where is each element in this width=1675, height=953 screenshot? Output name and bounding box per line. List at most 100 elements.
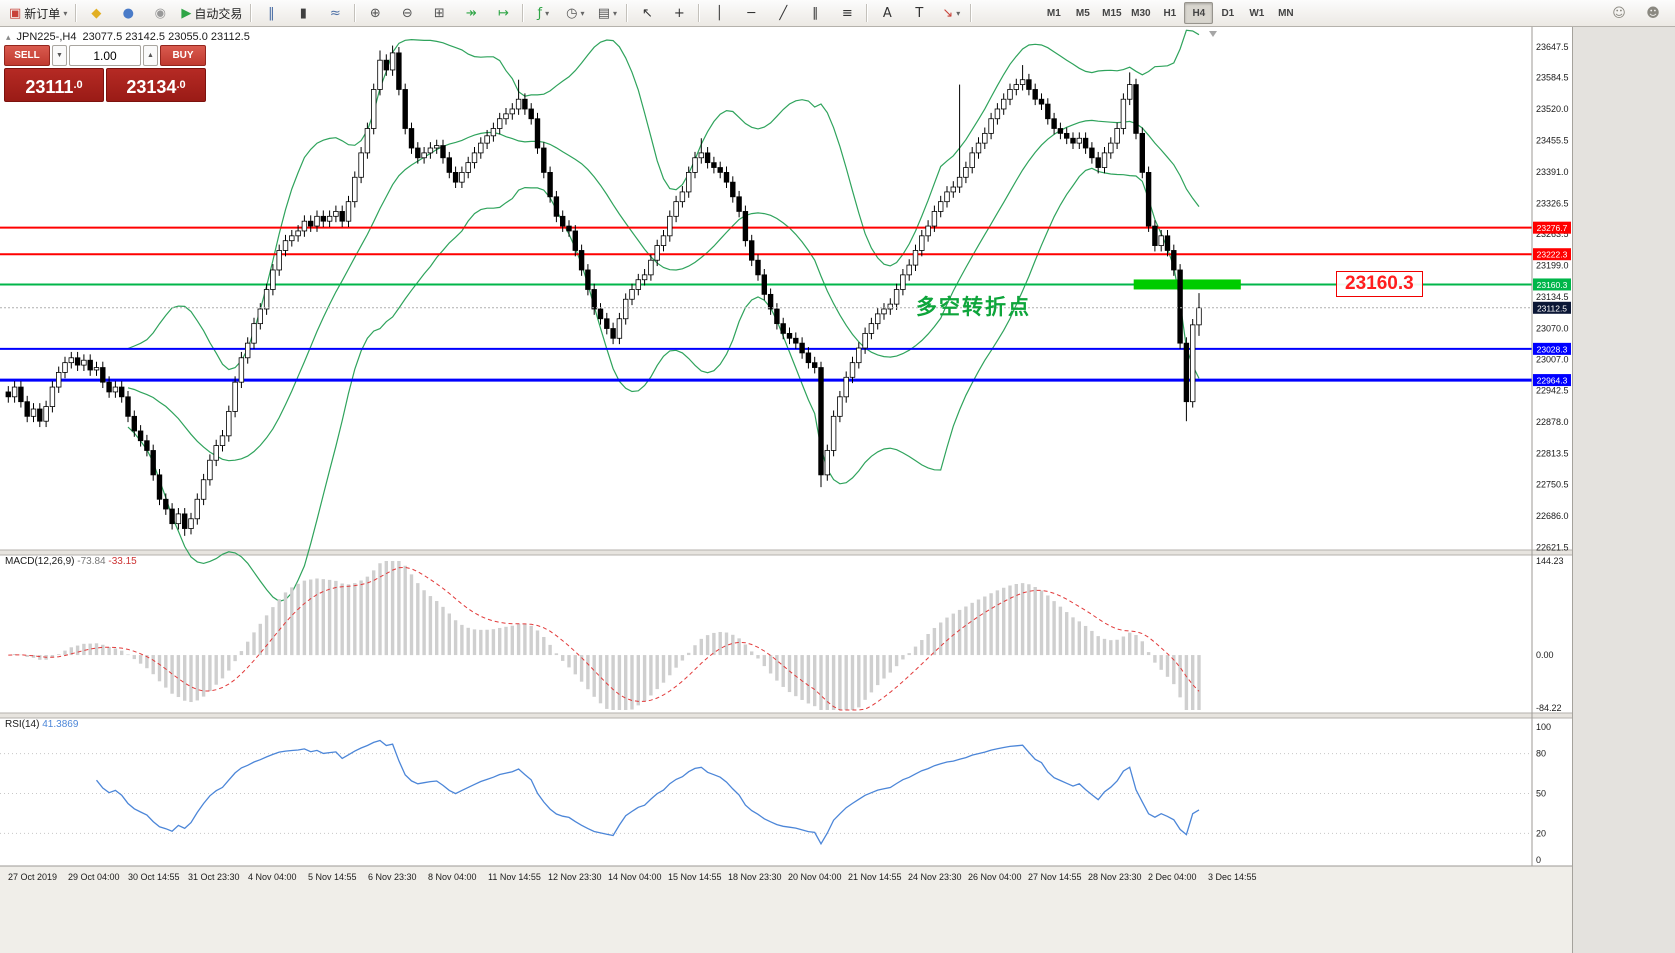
- chart-symbol-period: JPN225-,H4: [16, 31, 77, 43]
- channel-icon[interactable]: ∥: [799, 1, 831, 25]
- fibonacci-icon: ≡: [841, 5, 853, 21]
- candle: [566, 225, 572, 232]
- candle: [314, 215, 320, 227]
- volume-decrease-button[interactable]: ▼: [52, 45, 67, 66]
- timeframe-button-m5[interactable]: M5: [1075, 7, 1090, 19]
- candle: [163, 498, 169, 510]
- candle: [93, 367, 100, 371]
- auto-trading-button[interactable]: ▶ 自动交易: [176, 1, 247, 25]
- timeframe-button-d1[interactable]: D1: [1221, 7, 1235, 19]
- templates-icon[interactable]: ▤ ▾: [591, 1, 623, 25]
- macd-axis-label: -84.22: [1536, 703, 1562, 713]
- buy-button[interactable]: BUY: [160, 45, 206, 66]
- candle: [824, 450, 830, 476]
- volume-increase-button[interactable]: ▲: [143, 45, 158, 66]
- chevron-down-icon: ▾: [63, 8, 68, 18]
- auto-scroll-icon[interactable]: ↠: [455, 1, 487, 25]
- price-axis-label: 23647.5: [1536, 42, 1569, 52]
- candle: [509, 108, 515, 115]
- timeframe-button-h1[interactable]: H1: [1163, 7, 1177, 19]
- time-axis-label: 3 Dec 14:55: [1208, 872, 1257, 882]
- candle: [1177, 269, 1183, 344]
- indicators-icon: ƒ: [537, 5, 543, 21]
- bar-chart-mode-icon[interactable]: ‖: [255, 1, 287, 25]
- crosshair-icon[interactable]: +: [663, 1, 695, 25]
- rsi-line: [95, 739, 1200, 846]
- time-axis-label: 15 Nov 14:55: [668, 872, 722, 882]
- candle: [1057, 128, 1064, 134]
- candle: [1051, 118, 1057, 129]
- news-icon[interactable]: ◉: [144, 1, 176, 25]
- candle: [1089, 147, 1095, 159]
- candle: [49, 386, 56, 407]
- mql5-icon: ◆: [91, 5, 102, 21]
- text-icon[interactable]: A: [871, 1, 903, 25]
- candle: [106, 381, 112, 393]
- periods-icon[interactable]: ◷ ▾: [559, 1, 591, 25]
- toolbar-separator: [522, 4, 525, 22]
- zoom-in-icon[interactable]: ⊕: [359, 1, 391, 25]
- fibonacci-icon[interactable]: ≡: [831, 1, 863, 25]
- chart-mini-icon: ▴: [6, 31, 11, 42]
- smiley-icon: ☺: [1612, 5, 1626, 21]
- candle: [522, 98, 528, 110]
- label-icon[interactable]: T: [903, 1, 935, 25]
- candle: [137, 430, 144, 442]
- candle: [1152, 225, 1158, 246]
- price-axis-tag-label: 22964.3: [1537, 376, 1568, 386]
- trendline-icon[interactable]: ╱: [767, 1, 799, 25]
- horizontal-line-icon[interactable]: ─: [735, 1, 767, 25]
- time-axis-strip: [0, 866, 1572, 953]
- volume-input[interactable]: [69, 45, 141, 66]
- chart-shift-icon[interactable]: ↦: [487, 1, 519, 25]
- candle: [956, 176, 963, 188]
- zoom-out-icon[interactable]: ⊖: [391, 1, 423, 25]
- smiley-dark-icon[interactable]: ☻: [1637, 1, 1669, 25]
- candle: [87, 359, 93, 371]
- candle: [742, 211, 749, 242]
- timeframe-button-m1[interactable]: M1: [1046, 7, 1061, 19]
- candle: [465, 162, 471, 173]
- smiley-icon[interactable]: ☺: [1603, 1, 1635, 25]
- candle: [837, 396, 843, 417]
- panel-separator[interactable]: [0, 713, 1572, 718]
- sell-price-button[interactable]: 23111 .0: [4, 68, 104, 102]
- candle: [1019, 79, 1026, 85]
- vertical-line-icon[interactable]: │: [703, 1, 735, 25]
- sell-button[interactable]: SELL: [4, 45, 50, 66]
- timeframe-button-h4[interactable]: H4: [1184, 2, 1214, 24]
- indicators-icon[interactable]: ƒ ▾: [527, 1, 559, 25]
- price-callout-label[interactable]: 23160.3: [1336, 271, 1423, 297]
- timeframe-button-m15[interactable]: M15: [1102, 7, 1122, 19]
- candle: [723, 172, 730, 183]
- candle: [301, 220, 308, 232]
- candle: [547, 172, 553, 198]
- mql5-icon[interactable]: ◆: [80, 1, 112, 25]
- timeframe-button-m30[interactable]: M30: [1131, 7, 1151, 19]
- candle: [24, 401, 30, 417]
- timeframe-toolbar: M1 M5 M15 M30 H1 H4 D1 W1 MN: [1039, 2, 1300, 24]
- candle: [994, 108, 1001, 120]
- price-axis-label: 22942.5: [1536, 386, 1569, 396]
- candle: [786, 332, 793, 339]
- cursor-icon[interactable]: ↖: [631, 1, 663, 25]
- buy-price-button[interactable]: 23134 .0: [106, 68, 206, 102]
- new-order-button[interactable]: ▣ 新订单 ▾: [4, 1, 72, 25]
- candle: [1190, 324, 1196, 403]
- tile-windows-icon[interactable]: ⊞: [423, 1, 455, 25]
- community-icon[interactable]: ●: [112, 1, 144, 25]
- turning-point-annotation[interactable]: 多空转折点: [916, 296, 1031, 319]
- macd-axis-label: 144.23: [1536, 556, 1564, 566]
- price-axis-tag-label: 23160.3: [1537, 280, 1568, 290]
- highlight-rectangle[interactable]: [1133, 279, 1241, 290]
- timeframe-button-mn[interactable]: MN: [1278, 7, 1294, 19]
- panel-separator[interactable]: [0, 550, 1572, 555]
- timeframe-button-w1[interactable]: W1: [1249, 7, 1265, 19]
- candlestick-mode-icon[interactable]: ▮: [287, 1, 319, 25]
- price-axis-label: 22621.5: [1536, 542, 1569, 552]
- rsi-axis-label: 50: [1536, 789, 1546, 799]
- line-chart-mode-icon[interactable]: ≈: [319, 1, 351, 25]
- chart-shift-marker-icon[interactable]: [1209, 31, 1217, 37]
- arrows-icon[interactable]: ↘ ▾: [935, 1, 967, 25]
- candle: [1171, 250, 1177, 271]
